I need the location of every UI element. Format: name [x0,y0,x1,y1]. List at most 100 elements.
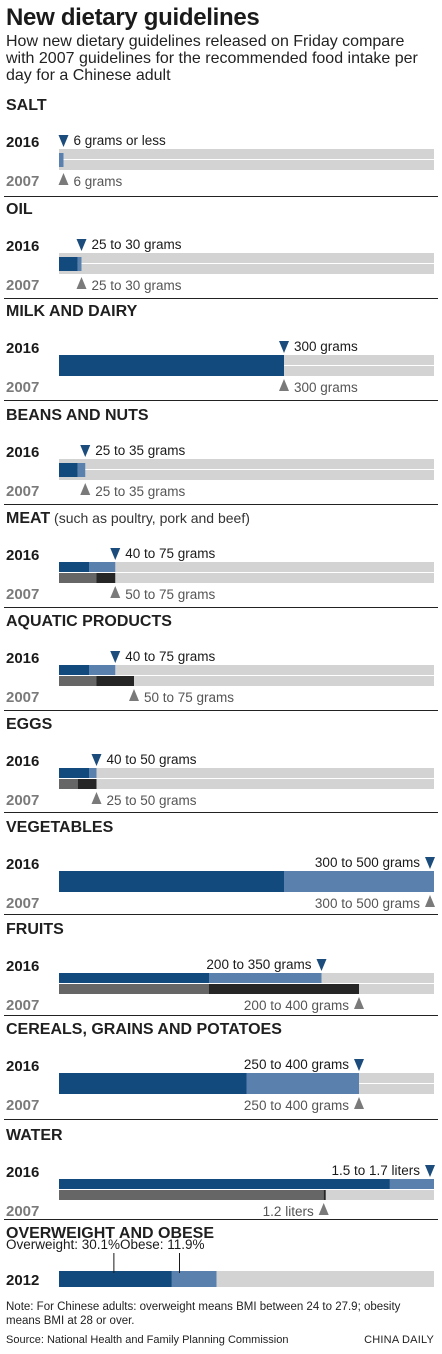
value-label-2007: 250 to 400 grams [244,1098,349,1113]
bar-2007-range [77,779,97,789]
marker-2016 [110,651,121,663]
section-chart: 25 to 30 grams 25 to 30 grams 2016 2007 [6,237,434,294]
year-label-2007: 2007 [6,689,39,706]
year-label-2016: 2016 [6,1164,39,1181]
section-divider [4,710,438,711]
chart-section: VEGETABLES 300 to 500 grams 300 to 500 gra… [0,819,442,912]
value-label-2007: 1.2 liters [263,1204,314,1219]
value-label-2007: 200 to 400 grams [244,998,349,1013]
section-divider [4,400,438,401]
year-label-2016: 2016 [6,340,39,357]
section-chart: 1.5 to 1.7 liters 1.2 liters 2016 2007 [6,1163,435,1220]
value-label-2007: 300 to 500 grams [315,896,420,911]
chart-section: BEANS AND NUTS 25 to 35 grams 25 to 35 gra… [0,407,442,500]
year-label-2016: 2016 [6,753,39,770]
year-label-2016: 2016 [6,1058,39,1075]
section-divider [4,196,438,197]
bar-range [77,257,82,271]
value-label-2007: 25 to 35 grams [95,484,185,499]
marker-2007 [318,1203,329,1215]
marker-2016 [91,754,102,766]
year-label-2007: 2007 [6,173,39,190]
marker-2007 [91,792,102,804]
value-label-2007: 300 grams [294,380,358,395]
bar-track [216,1271,434,1287]
section-chart: 40 to 75 grams 50 to 75 grams 2016 2007 [6,546,434,603]
marker-2016 [58,135,69,147]
year-label-2007: 2007 [6,1097,39,1114]
chart-section: WATER 1.5 to 1.7 liters 1.2 liters 2016 2007 [0,1127,442,1220]
track-2016 [59,562,434,572]
year-label-2016: 2016 [6,444,39,461]
bar-2007-min [59,676,97,686]
section-chart: 40 to 50 grams 25 to 50 grams 2016 2007 [6,752,434,809]
year-label-2016: 2016 [6,958,39,975]
section-chart: 300 grams 300 grams 2016 2007 [6,339,434,396]
category-name: VEGETABLES [6,819,114,836]
track-2007 [59,676,434,686]
bar-2016-min [59,665,89,675]
bar-segment-obese [171,1271,217,1287]
year-label-2007: 2007 [6,379,39,396]
bar-2016-range [209,973,322,983]
credit-line: CHINA DAILY [364,1334,434,1346]
marker-2016 [80,445,91,457]
track-2016 [59,253,434,263]
marker-2007 [425,895,435,907]
section-divider [4,1219,438,1220]
value-label-2007: 6 grams [74,174,123,189]
track-2007 [59,264,434,274]
value-label-2016: 40 to 75 grams [125,649,215,664]
section-divider [4,914,438,915]
section-chart: Overweight: 30.1% Obese: 11.9% 2012 [6,1237,434,1289]
track-2016 [59,768,434,778]
category-note: (such as poultry, pork and beef) [50,510,250,526]
section-divider [4,1119,438,1120]
value-label-2016: 200 to 350 grams [206,957,311,972]
category-name: WATER [6,1127,63,1144]
track-2016 [59,149,434,159]
year-label-2007: 2007 [6,277,39,294]
year-label-2016: 2016 [6,547,39,564]
year-label-2016: 2016 [6,650,39,667]
category-title: MEAT (such as poultry, pork and beef) [6,510,250,528]
category-title: VEGETABLES [6,819,113,837]
bar-min [59,1073,247,1094]
bar-2007-min [59,779,78,789]
section-divider [4,298,438,299]
marker-2016 [279,341,289,353]
chart-section: MEAT (such as poultry, pork and beef) 40 … [0,510,442,603]
track-2007 [59,160,434,170]
category-name: SALT [6,97,47,114]
marker-2016 [425,1165,435,1177]
track-2007 [59,779,434,789]
value-label-2007: 50 to 75 grams [125,587,215,602]
bar-min [59,463,78,477]
value-label-2016: 25 to 30 grams [92,237,182,252]
bar-2016-range [89,665,116,675]
page-title: New dietary guidelines [6,4,260,31]
section-divider [4,812,438,813]
value-label-2007: 25 to 50 grams [107,793,197,808]
category-title: EGGS [6,716,52,734]
chart-section: EGGS 40 to 50 grams 25 to 50 grams 2016 2007 [0,716,442,809]
category-name: BEANS AND NUTS [6,407,149,424]
marker-2007 [129,689,139,701]
category-title: BEANS AND NUTS [6,407,149,425]
year-label-2007: 2007 [6,997,39,1014]
section-chart: 25 to 35 grams 25 to 35 grams 2016 2007 [6,443,434,500]
section-chart: 200 to 350 grams 200 to 400 grams 2016 2007 [6,957,434,1014]
marker-2016 [76,239,87,251]
section-chart: 40 to 75 grams 50 to 75 grams 2016 2007 [6,649,434,706]
bar-2007-range [96,573,116,583]
category-title: CEREALS, GRAINS AND POTATOES [6,1021,282,1039]
segment-label: Overweight: 30.1% [6,1237,120,1252]
category-title: FRUITS [6,921,64,939]
bar-range [246,1073,359,1094]
category-name: MEAT [6,510,51,527]
bar-2007-min [59,984,209,994]
track-2016 [59,459,434,469]
section-divider [4,504,438,505]
category-title: OVERWEIGHT AND OBESE [6,1225,214,1243]
